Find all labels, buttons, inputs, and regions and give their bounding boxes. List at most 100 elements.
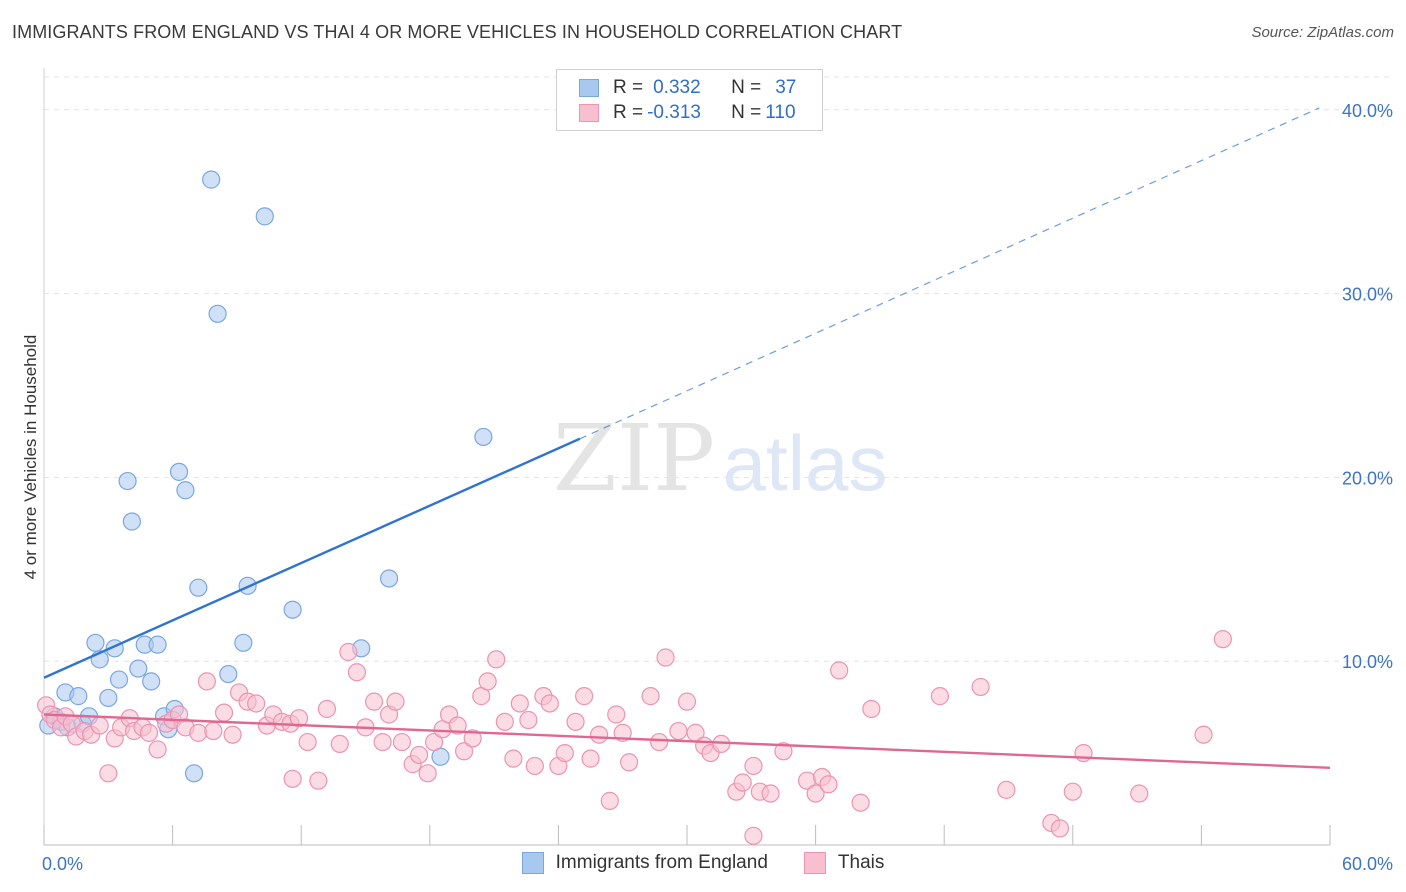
point-thais xyxy=(448,716,467,735)
legend-n-label: N = xyxy=(731,77,762,98)
point-thais xyxy=(677,692,697,711)
legend-item-england: Immigrants from England xyxy=(521,852,768,874)
legend-n-value: 37 xyxy=(775,77,797,98)
point-england xyxy=(234,633,253,652)
legend-label-england: Immigrants from England xyxy=(555,852,768,873)
watermark: ZIP atlas xyxy=(553,405,887,512)
point-thais xyxy=(851,793,870,812)
point-thais xyxy=(744,756,763,776)
point-thais xyxy=(283,769,302,788)
stats-legend: R = 0.332 N = 37 R = -0.313 N = 110 xyxy=(556,69,823,131)
point-thais xyxy=(223,725,242,744)
y-tick-label: 40.0% xyxy=(1342,101,1393,121)
point-thais xyxy=(819,775,838,794)
point-thais xyxy=(600,791,619,810)
point-thais xyxy=(386,692,405,711)
point-england xyxy=(283,600,302,619)
point-england xyxy=(379,569,399,588)
point-thais xyxy=(478,672,497,691)
point-thais xyxy=(997,780,1016,799)
trend-lines xyxy=(43,107,1331,769)
point-thais xyxy=(139,723,159,742)
point-england xyxy=(202,170,221,189)
x-tick-label: 0.0% xyxy=(42,854,83,874)
chart-title: IMMIGRANTS FROM ENGLAND VS THAI 4 OR MOR… xyxy=(12,22,903,42)
point-thais xyxy=(1194,725,1213,744)
point-thais xyxy=(862,699,881,719)
point-thais xyxy=(487,650,506,669)
point-england xyxy=(474,427,493,447)
legend-swatch-thais xyxy=(803,852,826,874)
point-england xyxy=(219,664,238,684)
y-tick-label: 10.0% xyxy=(1342,652,1393,672)
point-thais xyxy=(669,721,688,741)
point-thais xyxy=(148,740,167,759)
legend-item-thais: Thais xyxy=(803,852,884,874)
point-thais xyxy=(510,694,529,713)
point-thais xyxy=(197,672,216,691)
y-tick-label: 20.0% xyxy=(1342,468,1393,488)
point-thais xyxy=(309,771,328,790)
trend-thais-solid xyxy=(43,713,1331,769)
point-thais xyxy=(1130,784,1149,803)
point-thais xyxy=(90,716,109,735)
point-thais xyxy=(495,712,514,731)
point-england xyxy=(169,462,189,481)
legend-swatch-thais xyxy=(579,104,599,122)
point-england xyxy=(184,764,204,783)
point-thais xyxy=(189,723,208,742)
point-thais xyxy=(761,784,780,803)
point-thais xyxy=(373,732,392,752)
point-england xyxy=(189,578,208,597)
point-thais xyxy=(1074,743,1093,763)
point-thais xyxy=(525,756,544,776)
data-points xyxy=(37,170,1232,845)
point-thais xyxy=(566,712,585,731)
legend-row-thais: R = -0.313 N = 110 xyxy=(579,101,796,125)
point-england xyxy=(86,633,105,652)
point-thais xyxy=(806,784,825,803)
legend-row-england: R = 0.332 N = 37 xyxy=(579,76,796,100)
point-england xyxy=(122,512,141,531)
point-thais xyxy=(590,725,609,744)
point-thais xyxy=(774,742,793,761)
trend-england-solid xyxy=(43,437,581,679)
point-thais xyxy=(392,732,412,752)
watermark-atlas: atlas xyxy=(723,419,888,507)
legend-r-value: 0.332 xyxy=(653,77,701,98)
point-thais xyxy=(504,749,523,768)
series-legend: Immigrants from England Thais xyxy=(0,852,1406,874)
point-england xyxy=(176,481,195,500)
legend-r-value: -0.313 xyxy=(647,102,701,123)
point-thais xyxy=(555,743,574,763)
point-thais xyxy=(247,694,266,713)
legend-r-label: R = xyxy=(613,102,644,123)
point-thais xyxy=(641,687,660,706)
point-thais xyxy=(581,749,600,768)
point-thais xyxy=(607,705,626,724)
point-thais xyxy=(339,642,358,662)
trend-england-dashed xyxy=(579,107,1320,440)
point-thais xyxy=(656,648,675,667)
point-thais xyxy=(575,687,594,706)
point-thais xyxy=(463,729,482,748)
point-thais xyxy=(214,703,234,722)
point-thais xyxy=(519,710,538,730)
point-thais xyxy=(418,764,437,783)
y-axis-label: 4 or more Vehicles in Household xyxy=(21,335,40,580)
point-thais xyxy=(424,732,444,752)
point-england xyxy=(148,635,167,654)
point-thais xyxy=(330,734,349,754)
point-thais xyxy=(409,745,429,765)
point-thais xyxy=(99,764,118,783)
point-thais xyxy=(364,692,384,711)
point-england xyxy=(99,688,118,708)
point-thais xyxy=(540,694,559,713)
point-england xyxy=(118,471,137,491)
watermark-zip: ZIP xyxy=(553,405,715,512)
point-thais xyxy=(1050,819,1070,838)
x-tick-label: 60.0% xyxy=(1342,854,1393,874)
point-thais xyxy=(317,699,337,719)
point-england xyxy=(109,670,129,689)
